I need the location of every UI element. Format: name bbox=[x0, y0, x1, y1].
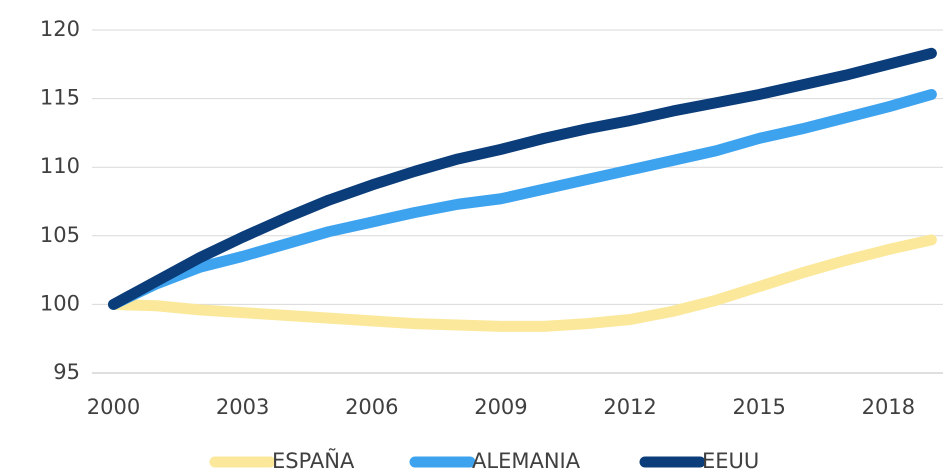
legend-label: ESPAÑA bbox=[272, 447, 355, 473]
x-tick-label: 2000 bbox=[87, 395, 140, 419]
y-tick-label: 100 bbox=[40, 291, 80, 315]
series-line bbox=[108, 47, 937, 310]
x-tick-label: 2018 bbox=[862, 395, 915, 419]
y-tick-label: 95 bbox=[53, 360, 80, 384]
y-tick-label: 120 bbox=[40, 17, 80, 41]
legend-label: EEUU bbox=[702, 449, 759, 473]
x-tick-label: 2012 bbox=[603, 395, 656, 419]
series-line bbox=[108, 234, 937, 332]
legend-label: ALEMANIA bbox=[472, 449, 581, 473]
y-tick-label: 110 bbox=[40, 154, 80, 178]
x-tick-label: 2003 bbox=[216, 395, 269, 419]
series-line bbox=[108, 88, 937, 310]
x-tick-label: 2006 bbox=[345, 395, 398, 419]
x-tick-label: 2015 bbox=[732, 395, 785, 419]
y-tick-label: 105 bbox=[40, 223, 80, 247]
y-tick-label: 115 bbox=[40, 86, 80, 110]
x-tick-label: 2009 bbox=[474, 395, 527, 419]
